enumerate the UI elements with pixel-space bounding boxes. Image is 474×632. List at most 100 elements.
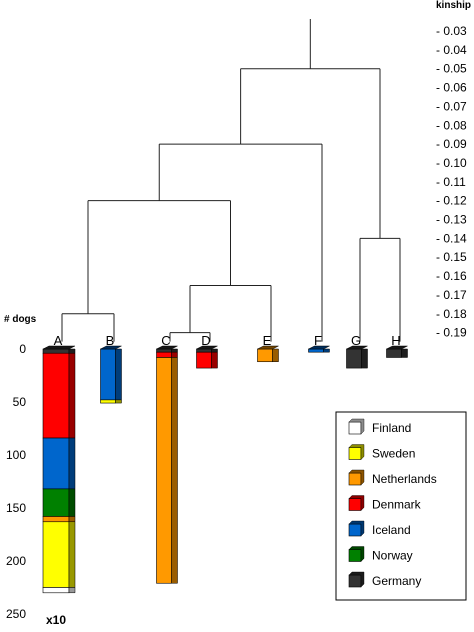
kinship-tick-label: - 0.06: [436, 81, 467, 95]
kinship-tick-label: - 0.09: [436, 137, 467, 151]
dogs-axis-ticks: 0 50 100 150 200 250: [6, 342, 26, 621]
dogs-tick-label: 100: [6, 448, 26, 462]
category-label: F: [314, 333, 322, 348]
kinship-tick-label: - 0.18: [436, 307, 467, 321]
bar-cap-f: [308, 345, 330, 350]
bar-side-germany-g: [361, 348, 368, 369]
bar-side-sweden-b: [115, 399, 122, 404]
legend-swatch-sweden: [348, 447, 362, 460]
bar-side-sweden-a: [68, 521, 76, 588]
bar-cap-e: [257, 345, 279, 350]
bar-side-iceland-a: [68, 437, 76, 490]
bar-side-denmark-a: [68, 352, 76, 439]
legend-swatch-edge-germany: [348, 571, 365, 588]
legend-swatch-germany: [348, 574, 362, 588]
bar-segment-netherlands-c: [156, 357, 172, 584]
bar-segment-sweden-b: [100, 399, 116, 404]
bar-segment-iceland-f: [308, 348, 324, 353]
kinship-tick-label: - 0.15: [436, 250, 467, 264]
bar-segment-germany-h: [386, 348, 402, 358]
category-label: H: [391, 333, 400, 348]
category-label: G: [351, 333, 361, 348]
bar-segment-germany-a: [42, 348, 70, 354]
category-labels: A B C D E F G H: [54, 333, 401, 348]
legend-swatch-edge-sweden: [348, 444, 365, 460]
kinship-tick-label: - 0.04: [436, 43, 467, 57]
kinship-tick-label: - 0.05: [436, 62, 467, 76]
bar-segment-germany-g: [346, 348, 362, 369]
bar-cap-h: [386, 345, 408, 350]
bar-segment-iceland-a: [42, 437, 70, 490]
bar-side-netherlands-a: [68, 516, 76, 523]
bar-side-iceland-b: [115, 348, 122, 401]
legend-label-sweden: Sweden: [372, 447, 415, 461]
legend-swatch-edge-norway: [348, 546, 365, 562]
bar-side-finland-a: [68, 587, 76, 594]
kinship-tick-label: - 0.16: [436, 269, 467, 283]
bar-segment-denmark-c: [156, 351, 172, 358]
kinship-tick-label: - 0.03: [436, 24, 467, 38]
bar-cap-a: [42, 345, 76, 350]
category-label: D: [201, 333, 210, 348]
scale-annotation: x10: [46, 613, 66, 627]
bar-side-netherlands-e: [272, 348, 279, 362]
bar-segment-denmark-a: [42, 352, 70, 439]
category-label: A: [54, 333, 63, 348]
dogs-tick-label: 0: [19, 342, 26, 356]
legend-label-iceland: Iceland: [372, 523, 411, 537]
kinship-tick-label: - 0.11: [436, 175, 466, 189]
bar-side-germany-c: [171, 348, 178, 353]
category-label: C: [161, 333, 170, 348]
bar-cap-g: [346, 345, 368, 350]
bar-segment-germany-d: [196, 348, 212, 353]
legend-label-germany: Germany: [372, 574, 421, 588]
bar-cap-d: [196, 345, 218, 350]
legend-swatch-edge-netherlands: [348, 469, 365, 486]
legend-swatch-edge-denmark: [348, 495, 365, 511]
dogs-axis-label: # dogs: [4, 314, 37, 325]
bar-segment-iceland-b: [100, 348, 116, 401]
legend-swatch-norway: [348, 549, 362, 562]
bar-side-germany-h: [401, 348, 408, 358]
bar-segment-germany-c: [156, 348, 172, 353]
kinship-tick-label: - 0.13: [436, 213, 467, 227]
dogs-tick-label: 250: [6, 607, 26, 621]
legend-label-finland: Finland: [372, 421, 411, 435]
legend-swatch-netherlands: [348, 472, 362, 486]
bar-side-denmark-c: [171, 351, 178, 358]
bar-side-denmark-d: [211, 351, 218, 369]
legend-swatch-denmark: [348, 498, 362, 511]
bar-segment-netherlands-a: [42, 516, 70, 523]
legend-swatch-edge-iceland: [348, 520, 365, 537]
bar-side-germany-d: [211, 348, 218, 353]
dendrogram: [61, 19, 401, 342]
legend-swatch-iceland: [348, 523, 362, 537]
bar-cap-b: [100, 345, 122, 350]
stacked-bars: [42, 345, 408, 594]
bar-side-iceland-f: [323, 348, 330, 353]
kinship-tick-label: - 0.14: [436, 231, 467, 245]
bar-side-germany-a: [68, 348, 76, 354]
dogs-tick-label: 50: [13, 395, 27, 409]
dogs-tick-label: 150: [6, 501, 26, 515]
bar-segment-denmark-d: [196, 351, 212, 369]
legend-swatch-finland: [348, 421, 362, 435]
kinship-axis-ticks: - 0.03 - 0.04 - 0.05 - 0.06 - 0.07 - 0.08 - 0.…: [436, 24, 467, 340]
legend-label-denmark: Denmark: [372, 498, 422, 512]
bar-segment-sweden-a: [42, 521, 70, 588]
kinship-tick-label: - 0.12: [436, 194, 467, 208]
legend-swatch-edge-finland: [348, 418, 365, 435]
bar-segment-finland-a: [42, 587, 70, 594]
legend-label-norway: Norway: [372, 549, 413, 563]
bar-side-norway-a: [68, 488, 76, 517]
legend: Finland Sweden Netherlands Denmark Iceland No…: [335, 411, 467, 601]
kinship-tick-label: - 0.10: [436, 156, 467, 170]
bar-segment-norway-a: [42, 488, 70, 517]
kinship-tick-label: - 0.17: [436, 288, 467, 302]
category-label: E: [263, 333, 272, 348]
dogs-tick-label: 200: [6, 554, 26, 568]
kinship-tick-label: - 0.07: [436, 99, 467, 113]
bar-cap-c: [156, 345, 178, 350]
